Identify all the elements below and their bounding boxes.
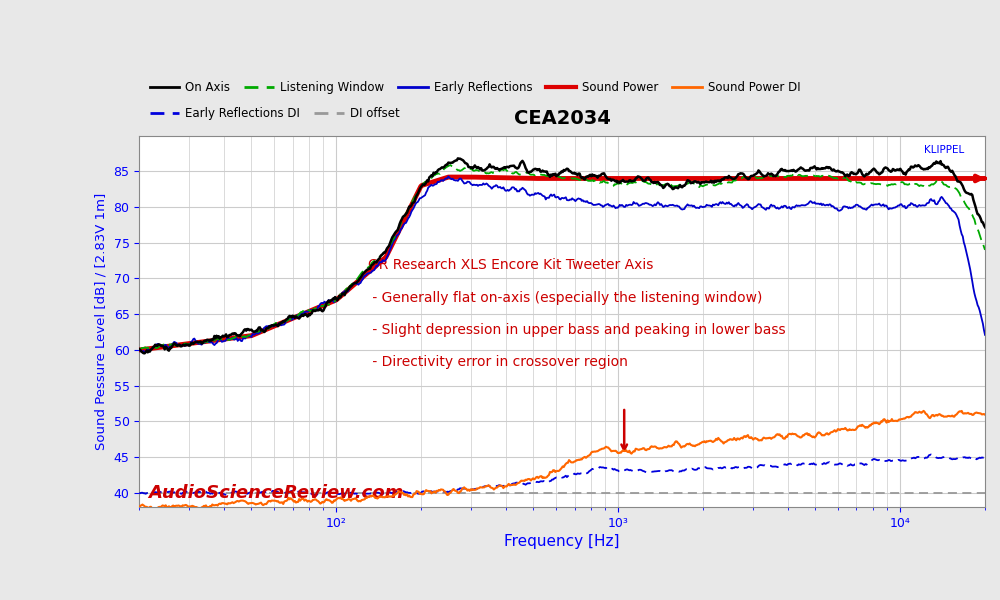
Text: KLIPPEL: KLIPPEL [924,145,964,155]
Legend: Early Reflections DI, DI offset: Early Reflections DI, DI offset [145,103,404,125]
Text: AudioScienceReview.com: AudioScienceReview.com [148,484,403,502]
X-axis label: Frequency [Hz]: Frequency [Hz] [504,534,620,549]
Y-axis label: Sound Pessure Level [dB] / [2.83V 1m]: Sound Pessure Level [dB] / [2.83V 1m] [95,193,108,450]
Text: GR Research XLS Encore Kit Tweeter Axis

 - Generally flat on-axis (especially t: GR Research XLS Encore Kit Tweeter Axis … [368,258,785,370]
Title: CEA2034: CEA2034 [514,109,611,128]
